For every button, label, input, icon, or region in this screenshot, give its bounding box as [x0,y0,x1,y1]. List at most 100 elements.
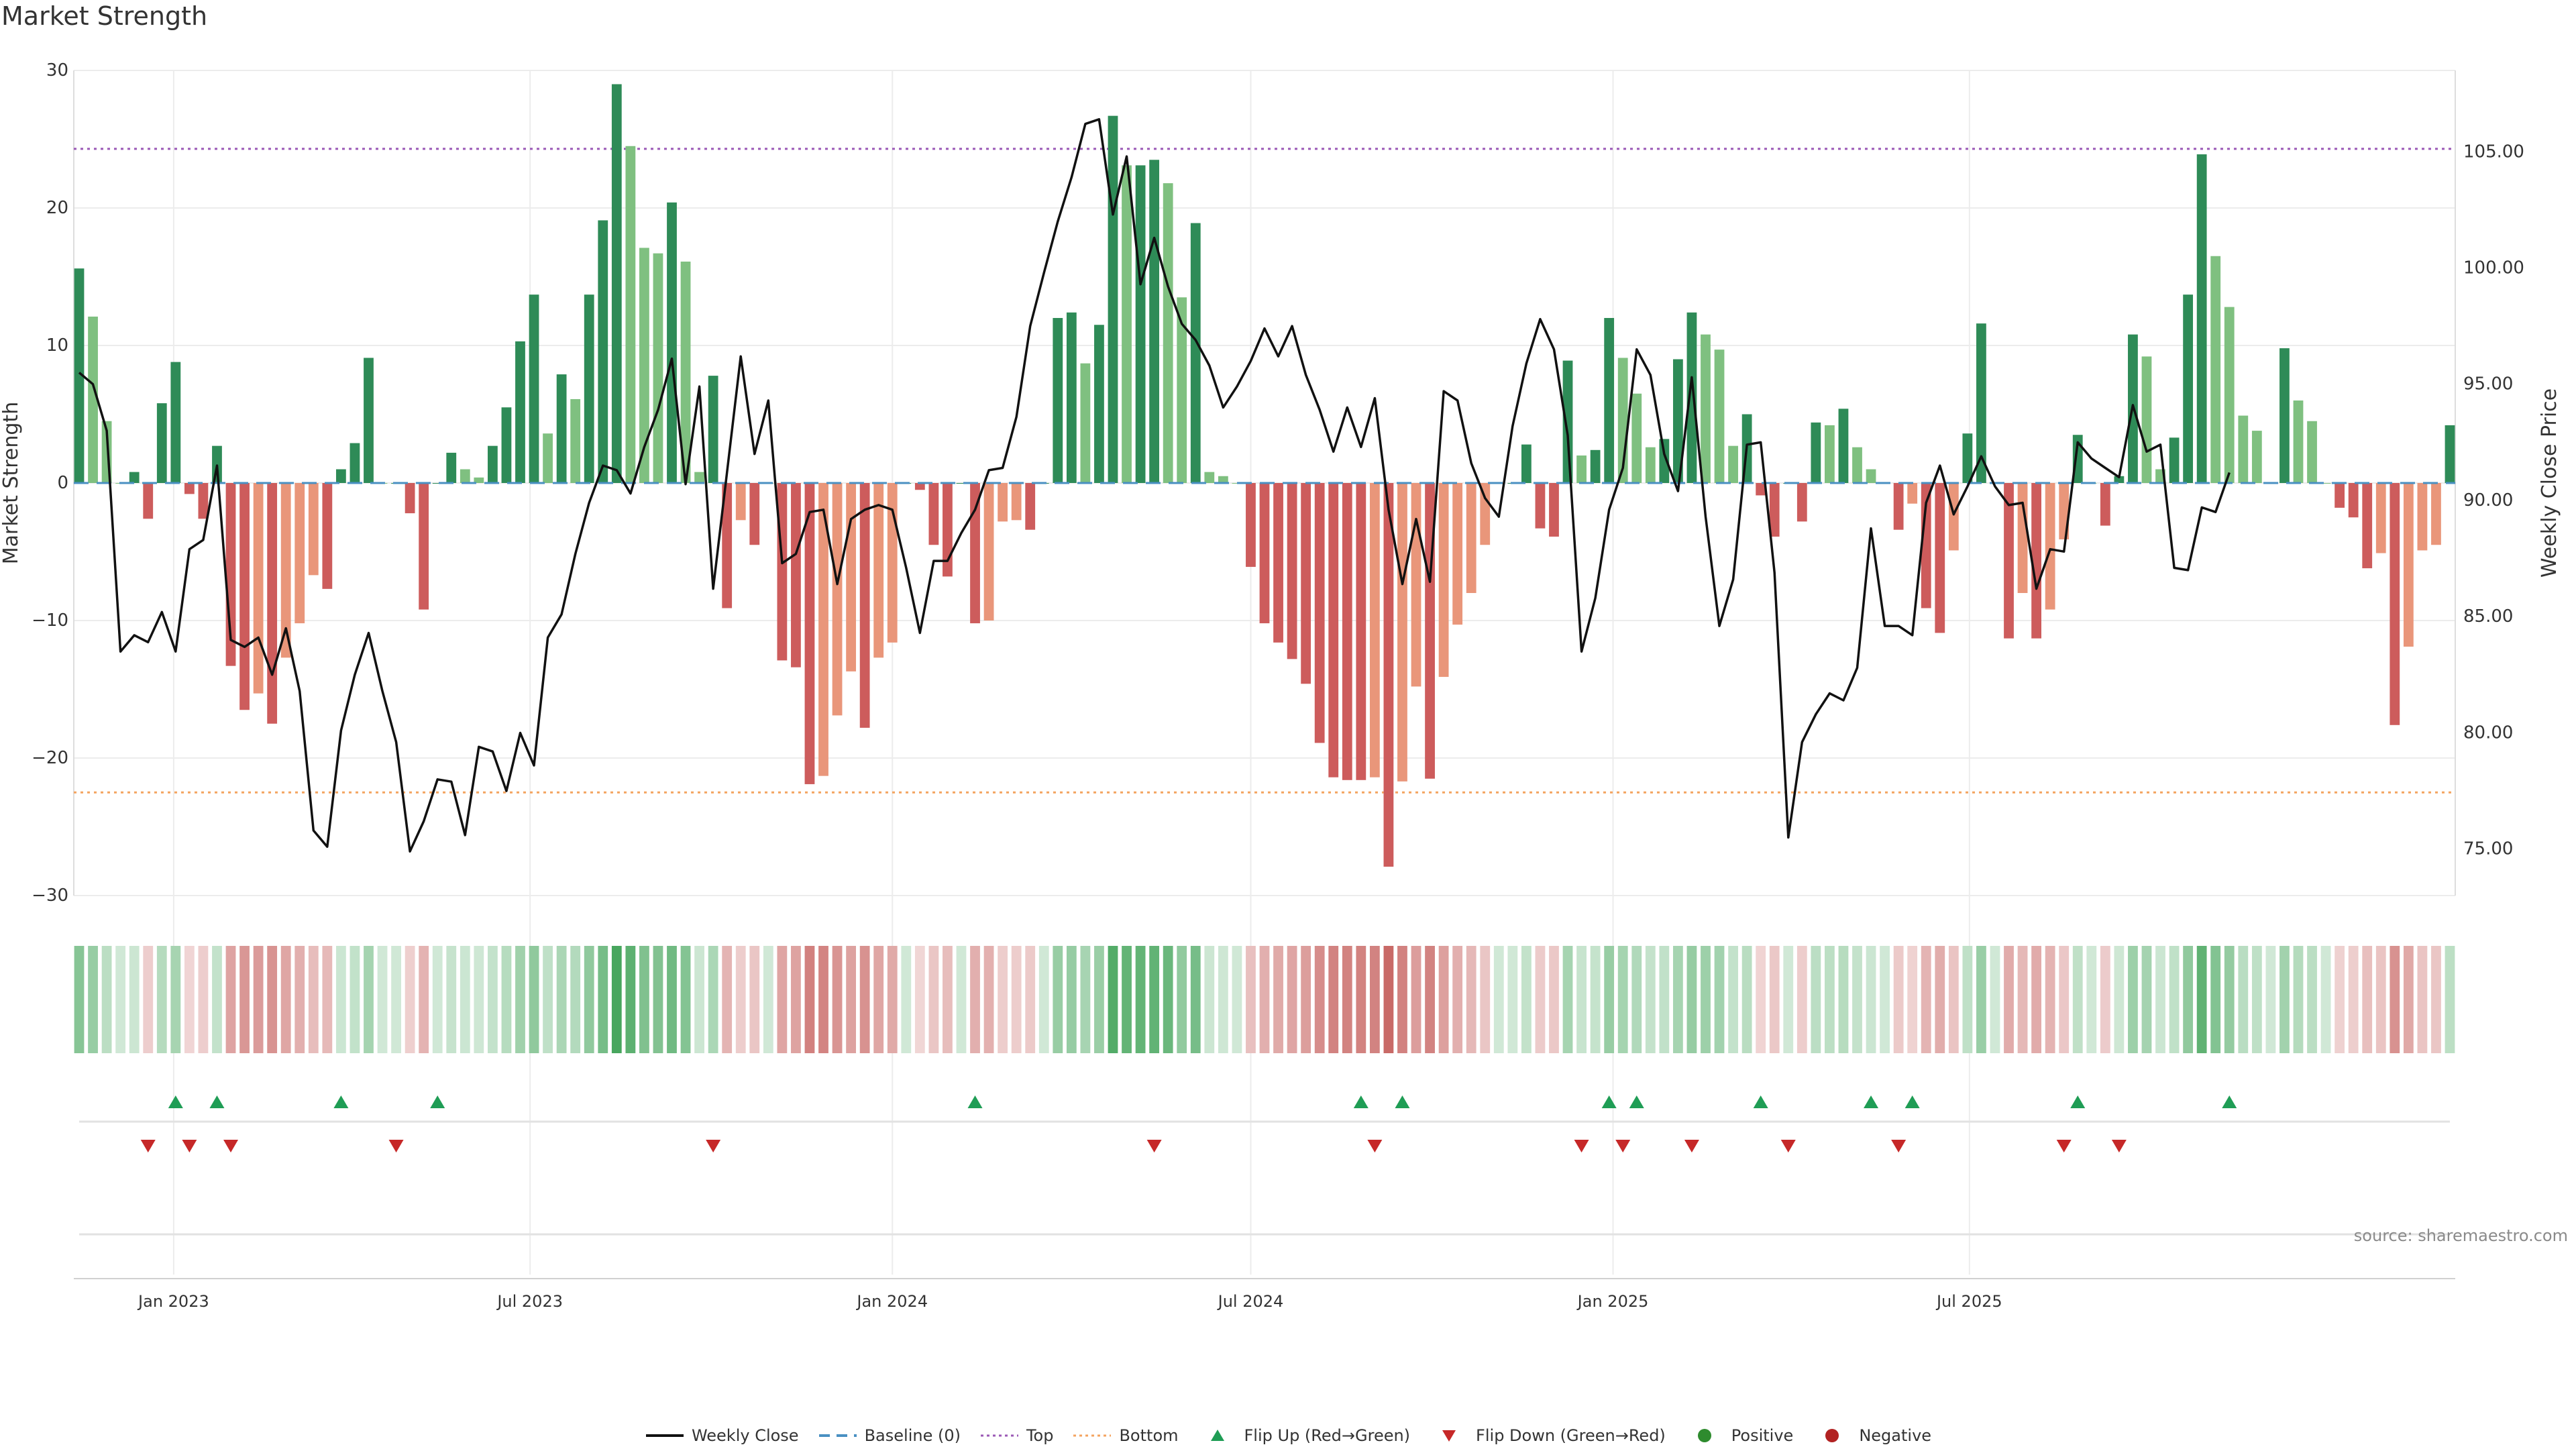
heat-cell [1893,946,1904,1053]
heat-cell [1411,946,1421,1053]
legend-label: Weekly Close [691,1426,799,1445]
strength-bar [1204,472,1215,483]
strength-bar [598,220,608,483]
heat-cell [1383,946,1394,1053]
heat-cell [1990,946,2000,1053]
legend-item: Flip Down (Green→Red) [1429,1426,1666,1445]
strength-bar [943,483,953,577]
heat-cell [943,946,953,1053]
heat-cell [432,946,443,1053]
heat-cell [101,946,112,1053]
strength-bar [2417,483,2428,551]
heat-cell [1838,946,1849,1053]
strength-bar [1825,425,1835,483]
strength-bar [1411,483,1421,687]
legend-label: Positive [1731,1426,1794,1445]
heat-cell [2403,946,2414,1053]
heat-cell [1728,946,1738,1053]
heat-cell [1314,946,1325,1053]
y2-axis-label: Weekly Close Price [2538,388,2561,578]
strength-bar [1259,483,1270,624]
strength-bar [267,483,278,724]
strength-bar [2375,483,2386,553]
heat-cell [832,946,843,1053]
heat-cell [2334,946,2345,1053]
strength-bar [1328,483,1339,777]
strength-bar [1948,483,1959,551]
strength-bar [2320,483,2331,484]
strength-bar [887,483,898,643]
strength-bar [129,472,140,483]
heat-cell [749,946,760,1053]
y-tick-label: −30 [32,885,68,906]
heat-cell [1011,946,1022,1053]
strength-bar [143,483,154,519]
y-tick-label: 30 [46,60,68,80]
strength-bar [1108,115,1118,483]
heat-cell [239,946,250,1053]
y2-tick-label: 105.00 [2463,142,2524,162]
heat-cell [322,946,333,1053]
flip-down-marker [2056,1140,2072,1152]
strength-bar [1397,483,1407,782]
chart-title: Market Strength [1,1,208,31]
heat-cell [460,946,470,1053]
y2-tick-label: 100.00 [2463,258,2524,278]
heat-cell [1521,946,1532,1053]
strength-bar [2279,348,2290,483]
heat-cell [1976,946,1986,1053]
heat-cell [2031,946,2042,1053]
strength-bar [818,483,828,776]
flip-down-marker [2111,1140,2127,1152]
strength-bar [335,469,346,483]
heat-cell [1163,946,1173,1053]
heat-cell [1576,946,1587,1053]
flip-up-marker [1753,1095,1768,1108]
strength-bar [1535,483,1546,529]
heat-cell [2224,946,2235,1053]
flip-up-marker [1904,1095,1920,1108]
heat-cell [1466,946,1477,1053]
heat-cell [1425,946,1435,1053]
heat-cell [1190,946,1201,1053]
heat-cell [2114,946,2125,1053]
legend-label: Baseline (0) [864,1426,961,1445]
heat-cell [1562,946,1573,1053]
heat-cell [1907,946,1918,1053]
strength-bar [2238,415,2249,483]
strength-bar [1686,312,1697,483]
heat-cell [1769,946,1780,1053]
heat-cell [570,946,581,1053]
legend-item: Weekly Close [645,1426,799,1445]
strength-bar [584,294,594,483]
weekly-close-line [78,118,2231,853]
heat-cell [914,946,925,1053]
flip-up-marker [967,1095,983,1108]
heat-cell [611,946,622,1053]
strength-bar [804,483,815,784]
strength-bar [1301,483,1311,684]
strength-bar [2445,425,2455,483]
strength-bar [914,483,925,490]
flip-down-marker [140,1140,156,1152]
heat-cell [680,946,691,1053]
heat-cell [2251,946,2262,1053]
x-tick-label: Jul 2025 [1935,1292,2002,1311]
legend-swatch [1442,1430,1456,1442]
heat-cell [1686,946,1697,1053]
heat-cell [377,946,388,1053]
heat-cell [791,946,801,1053]
strength-bar [2183,294,2194,483]
strength-bar [1549,483,1559,537]
strength-bar [2141,356,2152,483]
strength-bar [1369,483,1380,777]
legend-item: Top [979,1426,1053,1445]
heat-cell [1108,946,1118,1053]
heat-cell [1880,946,1890,1053]
strength-bar [2334,483,2345,508]
strength-bar [1631,393,1642,483]
heat-cell [998,946,1008,1053]
flip-up-marker [1629,1095,1644,1108]
heat-cell [2375,946,2386,1053]
strength-bar [501,407,512,483]
